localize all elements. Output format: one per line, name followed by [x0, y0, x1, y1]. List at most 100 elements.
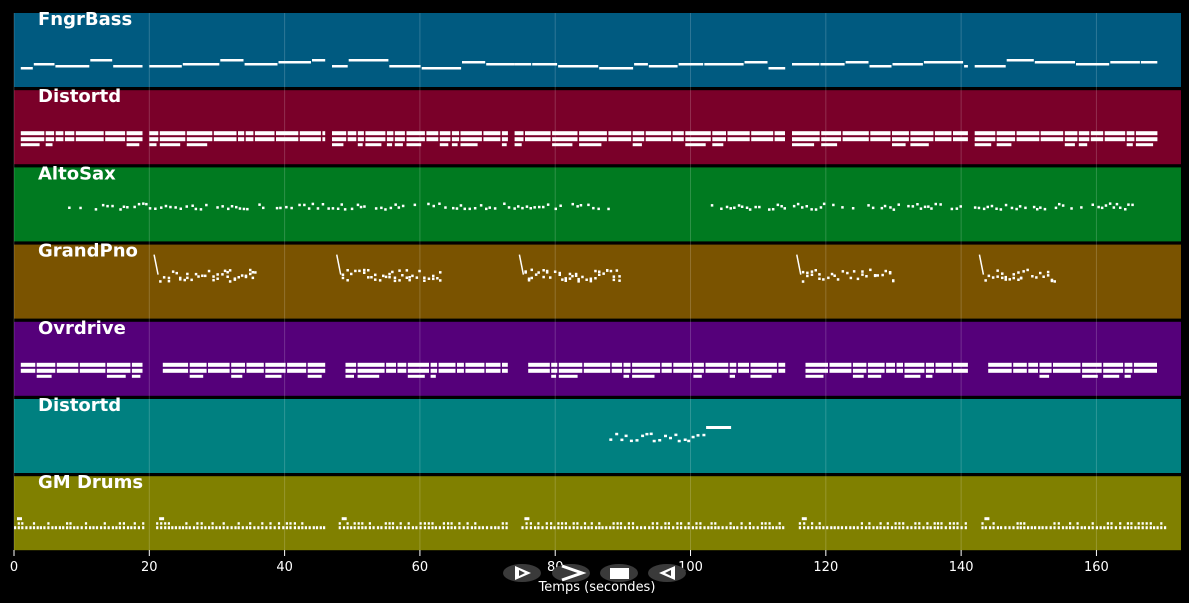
note	[996, 269, 999, 272]
note	[473, 207, 477, 210]
note	[394, 143, 403, 147]
note	[160, 206, 163, 209]
note	[752, 526, 755, 530]
note	[1058, 202, 1061, 206]
note	[346, 279, 349, 282]
note	[929, 526, 932, 530]
note	[608, 137, 632, 142]
note	[1091, 203, 1094, 206]
note	[564, 522, 567, 525]
note	[513, 207, 516, 210]
play-forward-button[interactable]	[503, 564, 541, 582]
note	[1015, 207, 1018, 211]
note	[167, 279, 171, 283]
note	[568, 272, 572, 276]
note	[1053, 368, 1081, 373]
note	[189, 362, 207, 367]
note	[822, 526, 825, 530]
note	[551, 368, 558, 373]
note	[315, 526, 319, 530]
note	[17, 517, 22, 521]
note	[886, 368, 895, 373]
note	[94, 208, 98, 211]
note-segment	[338, 517, 508, 530]
note	[546, 203, 550, 206]
note	[992, 522, 995, 525]
note	[1012, 273, 1015, 276]
note-segment	[518, 254, 621, 283]
note	[811, 526, 814, 530]
note	[419, 522, 422, 525]
note	[940, 526, 943, 530]
note	[768, 522, 771, 525]
fast-forward-button[interactable]	[552, 564, 590, 582]
note	[397, 206, 401, 209]
note	[20, 137, 45, 142]
note	[818, 526, 821, 530]
note	[876, 526, 879, 530]
note-segment	[14, 517, 145, 530]
note	[778, 362, 786, 367]
note	[1061, 204, 1065, 207]
note	[290, 206, 293, 210]
note	[599, 67, 634, 70]
note	[950, 207, 954, 211]
note	[336, 207, 340, 210]
note	[363, 205, 366, 208]
note	[69, 526, 72, 530]
note	[678, 63, 704, 66]
note	[246, 362, 264, 367]
note	[438, 368, 456, 373]
note	[620, 438, 624, 442]
note	[1123, 526, 1126, 530]
note	[406, 137, 425, 142]
note	[80, 526, 83, 530]
note	[598, 273, 601, 276]
note	[149, 65, 182, 68]
note	[1016, 137, 1040, 142]
note	[914, 526, 917, 530]
note	[660, 526, 663, 530]
note	[918, 522, 921, 525]
note	[230, 526, 233, 530]
note	[394, 203, 397, 206]
note	[183, 278, 186, 282]
note	[133, 205, 136, 209]
note	[801, 280, 805, 283]
rewind-button-bg	[648, 564, 686, 582]
track-label: Ovrdrive	[38, 318, 126, 339]
note	[651, 526, 654, 530]
note	[727, 137, 750, 142]
note	[245, 137, 254, 142]
note	[159, 280, 162, 283]
note	[892, 208, 896, 211]
note	[792, 63, 820, 66]
note	[322, 137, 326, 142]
note	[384, 208, 387, 211]
track-labels: FngrBass Distortd AltoSax GrandPno Ovrdrive D…	[38, 9, 143, 493]
note	[164, 526, 167, 530]
rewind-button[interactable]	[648, 564, 686, 582]
stop-button[interactable]	[600, 564, 638, 582]
note	[529, 522, 532, 525]
note	[664, 526, 667, 530]
note	[744, 61, 768, 64]
note	[213, 137, 237, 142]
note	[693, 368, 704, 373]
note	[33, 63, 55, 66]
note	[457, 368, 464, 373]
note	[527, 279, 531, 282]
note	[468, 207, 471, 211]
note	[32, 526, 36, 530]
note	[241, 526, 244, 530]
note	[725, 205, 729, 209]
note	[811, 522, 814, 525]
note	[1141, 526, 1144, 530]
note	[1057, 522, 1060, 525]
note	[645, 432, 649, 436]
note	[907, 204, 910, 208]
note	[774, 137, 785, 142]
note	[561, 278, 564, 281]
note	[159, 143, 181, 147]
note	[380, 206, 383, 210]
